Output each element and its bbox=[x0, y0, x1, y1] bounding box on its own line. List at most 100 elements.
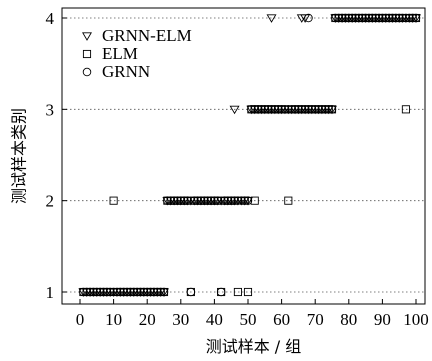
marker-grnn bbox=[398, 13, 407, 23]
marker-grnn bbox=[267, 105, 276, 114]
marker-grnn bbox=[368, 13, 377, 23]
marker-grnn bbox=[327, 105, 337, 114]
marker-grnn bbox=[149, 287, 159, 297]
marker-grnn bbox=[364, 13, 374, 23]
marker-grnn bbox=[334, 13, 343, 23]
marker-grnn bbox=[169, 196, 179, 205]
marker-grnn bbox=[166, 196, 175, 205]
marker-grnn bbox=[257, 105, 266, 114]
marker-grnn bbox=[263, 105, 273, 114]
y-tick-label: 1 bbox=[46, 283, 55, 302]
marker-elm bbox=[109, 196, 118, 205]
data-markers bbox=[78, 13, 421, 297]
marker-grnn bbox=[126, 287, 135, 297]
marker-grnn bbox=[173, 196, 182, 205]
marker-grnn bbox=[116, 287, 125, 297]
x-tick-label: 70 bbox=[307, 310, 324, 329]
marker-elm bbox=[233, 287, 242, 297]
marker-grnn bbox=[307, 105, 317, 114]
marker-grnn bbox=[273, 105, 283, 114]
marker-grnn bbox=[220, 196, 229, 205]
marker-grnn bbox=[297, 105, 307, 114]
axis-ticks: 0 10 20 30 40 50 60 70 80 90 100 1 2 3 4 bbox=[46, 9, 429, 329]
marker-grnn bbox=[105, 287, 115, 297]
marker-grnn bbox=[176, 196, 186, 205]
marker-grnn bbox=[179, 196, 189, 205]
marker-grnn bbox=[203, 196, 212, 205]
marker-grnn bbox=[310, 105, 320, 114]
x-tick-label: 100 bbox=[403, 310, 429, 329]
marker-grnn bbox=[411, 13, 421, 23]
x-axis-title: 测试样本 / 组 bbox=[206, 337, 302, 356]
marker-grnn bbox=[294, 105, 303, 114]
marker-grnn bbox=[109, 287, 118, 297]
marker-grnn bbox=[142, 287, 152, 297]
marker-grnn bbox=[351, 13, 360, 23]
legend-item: GRNN bbox=[82, 62, 150, 81]
legend-label: GRNN bbox=[102, 62, 150, 81]
marker-grnn bbox=[277, 105, 286, 114]
marker-grnn bbox=[324, 105, 333, 114]
marker-grnn bbox=[119, 287, 128, 297]
marker-grnn bbox=[237, 196, 246, 205]
x-tick-label: 30 bbox=[172, 310, 189, 329]
legend-item: GRNN-ELM bbox=[82, 26, 192, 45]
marker-grnn bbox=[136, 287, 145, 297]
marker-grnn bbox=[102, 287, 112, 297]
marker-grnn bbox=[260, 105, 270, 114]
marker-grnn bbox=[153, 287, 162, 297]
marker-grnn-elm bbox=[229, 105, 240, 115]
marker-grnn bbox=[240, 196, 249, 205]
marker-grnn bbox=[82, 287, 91, 297]
marker-grnn bbox=[186, 287, 196, 297]
marker-grnn bbox=[378, 13, 387, 23]
marker-grnn bbox=[304, 13, 313, 23]
marker-grnn bbox=[247, 105, 256, 114]
marker-grnn bbox=[270, 105, 280, 114]
marker-grnn bbox=[196, 196, 206, 205]
marker-grnn bbox=[347, 13, 357, 23]
marker-grnn bbox=[405, 13, 414, 23]
legend-item: ELM bbox=[82, 44, 138, 63]
marker-grnn bbox=[381, 13, 391, 23]
x-tick-label: 80 bbox=[340, 310, 357, 329]
marker-grnn bbox=[193, 196, 202, 205]
x-tick-label: 20 bbox=[139, 310, 156, 329]
marker-grnn bbox=[99, 287, 108, 297]
marker-grnn bbox=[250, 105, 259, 114]
marker-grnn bbox=[122, 287, 132, 297]
marker-elm bbox=[250, 196, 259, 205]
marker-grnn bbox=[337, 13, 347, 23]
marker-elm bbox=[401, 105, 410, 114]
marker-elm bbox=[243, 287, 253, 297]
x-tick-label: 60 bbox=[273, 310, 290, 329]
marker-grnn bbox=[374, 13, 384, 23]
marker-grnn bbox=[408, 13, 417, 23]
marker-grnn bbox=[253, 105, 263, 114]
marker-grnn-elm bbox=[266, 14, 277, 23]
y-tick-label: 4 bbox=[46, 9, 55, 28]
marker-grnn bbox=[95, 287, 105, 297]
marker-grnn bbox=[384, 13, 394, 23]
marker-grnn bbox=[280, 105, 290, 114]
x-tick-label: 90 bbox=[374, 310, 391, 329]
marker-grnn bbox=[230, 196, 239, 205]
y-axis-title: 测试样本类别 bbox=[10, 108, 29, 204]
marker-grnn bbox=[206, 196, 216, 205]
marker-grnn bbox=[371, 13, 380, 23]
marker-grnn bbox=[284, 105, 293, 114]
y-tick-label: 2 bbox=[46, 192, 55, 211]
plot-frame bbox=[61, 7, 426, 305]
marker-grnn bbox=[317, 105, 327, 114]
marker-grnn bbox=[112, 287, 122, 297]
x-tick-label: 40 bbox=[206, 310, 223, 329]
marker-grnn bbox=[156, 287, 165, 297]
marker-grnn bbox=[394, 13, 404, 23]
marker-grnn bbox=[300, 105, 310, 114]
marker-grnn bbox=[200, 196, 209, 205]
x-tick-label: 0 bbox=[76, 310, 85, 329]
marker-grnn bbox=[331, 13, 340, 23]
marker-grnn bbox=[233, 196, 243, 205]
